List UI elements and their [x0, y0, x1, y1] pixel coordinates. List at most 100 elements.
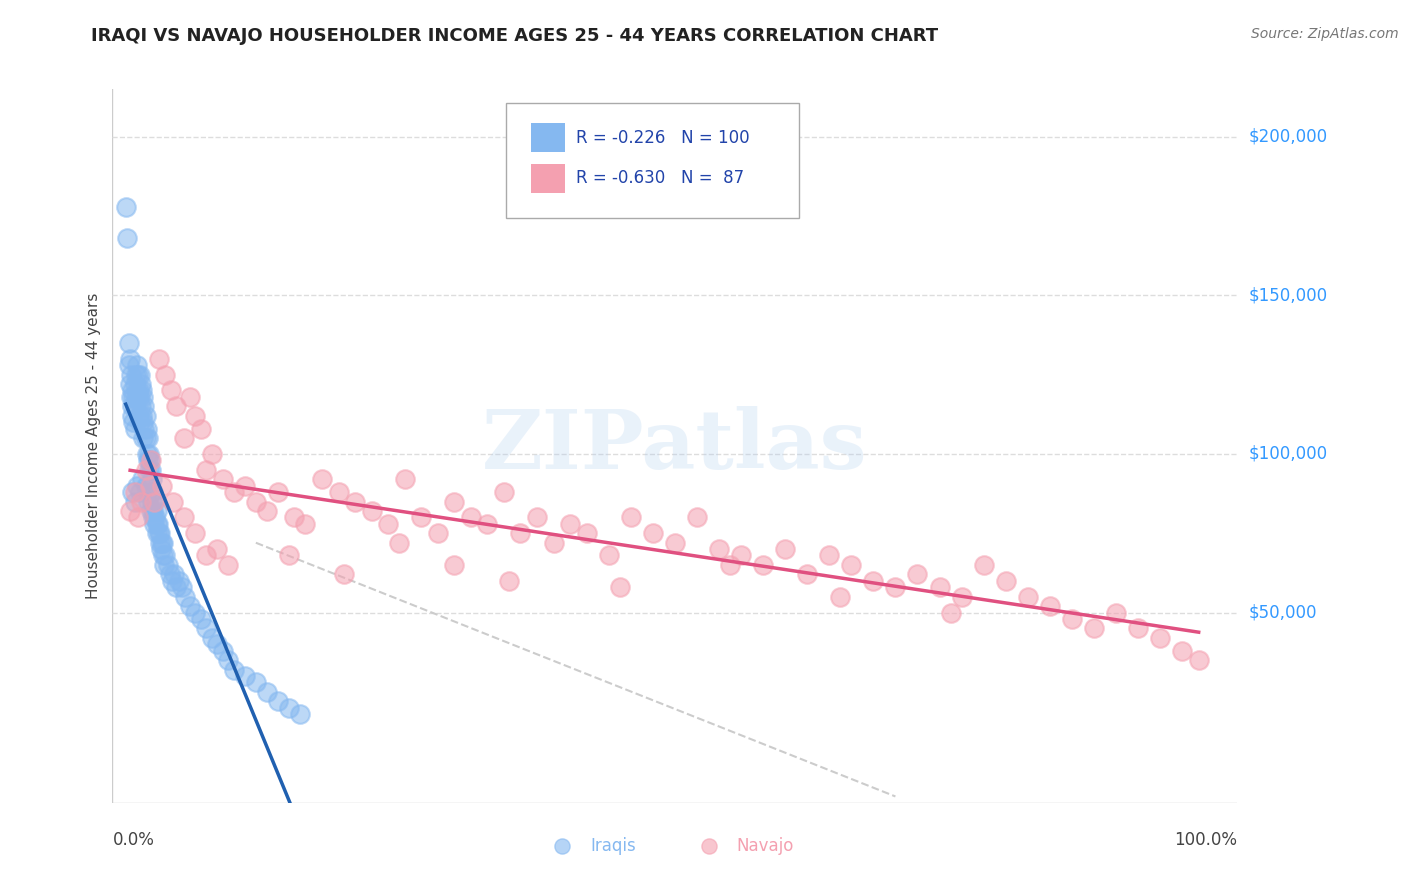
Point: [132, 431, 155, 445]
Point: [132, 390, 155, 404]
Point: [1017, 590, 1039, 604]
Point: [179, 390, 201, 404]
Point: [195, 621, 218, 635]
Point: [1039, 599, 1062, 614]
Point: [124, 494, 146, 508]
Point: [143, 516, 166, 531]
Point: [170, 580, 193, 594]
Point: [411, 510, 433, 524]
Point: [195, 549, 218, 563]
Point: [145, 510, 167, 524]
Point: [128, 409, 150, 423]
Point: [135, 409, 157, 423]
Point: [179, 599, 201, 614]
Point: [195, 463, 218, 477]
Y-axis label: Householder Income Ages 25 - 44 years: Householder Income Ages 25 - 44 years: [86, 293, 101, 599]
Point: [211, 472, 233, 486]
Point: [118, 358, 141, 372]
Point: [118, 335, 141, 350]
Point: [222, 485, 245, 500]
Point: [707, 542, 730, 557]
Point: [207, 637, 229, 651]
Point: [160, 574, 183, 588]
Point: [124, 377, 146, 392]
Point: [211, 643, 233, 657]
Bar: [531, 164, 565, 193]
Point: [139, 453, 162, 467]
Point: [129, 400, 152, 414]
Point: [190, 612, 212, 626]
Text: ZIPatlas: ZIPatlas: [482, 406, 868, 486]
Text: $100,000: $100,000: [1249, 445, 1327, 463]
Point: [145, 526, 167, 541]
Point: [233, 478, 256, 492]
Point: [994, 574, 1017, 588]
Point: [1149, 631, 1171, 645]
Point: [973, 558, 995, 572]
Point: [114, 200, 136, 214]
Point: [267, 694, 290, 708]
Point: [394, 472, 416, 486]
Point: [160, 384, 183, 398]
Point: [121, 400, 143, 414]
Point: [294, 516, 316, 531]
Point: [124, 390, 146, 404]
Text: 0.0%: 0.0%: [112, 831, 155, 849]
Point: [125, 478, 148, 492]
Text: Navajo: Navajo: [737, 837, 794, 855]
Point: [730, 549, 752, 563]
Point: [377, 516, 399, 531]
Point: [136, 431, 159, 445]
Point: [159, 567, 181, 582]
Point: [122, 415, 145, 429]
Point: [256, 504, 278, 518]
Point: [839, 558, 862, 572]
Point: [135, 478, 157, 492]
Point: [155, 549, 177, 563]
Point: [664, 535, 686, 549]
Point: [121, 485, 143, 500]
Point: [201, 631, 224, 645]
Point: [122, 390, 145, 404]
Point: [141, 494, 163, 508]
FancyBboxPatch shape: [506, 103, 799, 218]
Point: [498, 574, 520, 588]
Point: [950, 590, 973, 604]
Point: [139, 478, 162, 492]
Point: [155, 368, 177, 382]
Point: [283, 510, 305, 524]
Point: [256, 685, 278, 699]
Point: [124, 400, 146, 414]
Point: [134, 421, 156, 435]
Point: [156, 558, 179, 572]
Point: [207, 542, 229, 557]
Point: [184, 606, 207, 620]
Point: [148, 526, 170, 541]
Point: [150, 478, 173, 492]
Point: [162, 494, 184, 508]
Point: [121, 409, 143, 423]
Point: [139, 478, 162, 492]
Point: [135, 463, 157, 477]
Text: R = -0.226   N = 100: R = -0.226 N = 100: [576, 128, 749, 146]
Point: [146, 516, 169, 531]
Point: [167, 574, 190, 588]
Point: [311, 472, 333, 486]
Point: [173, 431, 195, 445]
Point: [333, 567, 356, 582]
Point: [1105, 606, 1128, 620]
Point: [120, 368, 142, 382]
Point: [131, 409, 153, 423]
Point: [165, 400, 187, 414]
Point: [128, 384, 150, 398]
Point: [939, 606, 962, 620]
Point: [141, 472, 163, 486]
Point: [125, 358, 148, 372]
Point: [277, 700, 299, 714]
Point: [142, 510, 165, 524]
Point: [245, 494, 267, 508]
Point: [124, 368, 146, 382]
Point: [477, 516, 499, 531]
Point: [184, 526, 207, 541]
Point: [150, 542, 173, 557]
